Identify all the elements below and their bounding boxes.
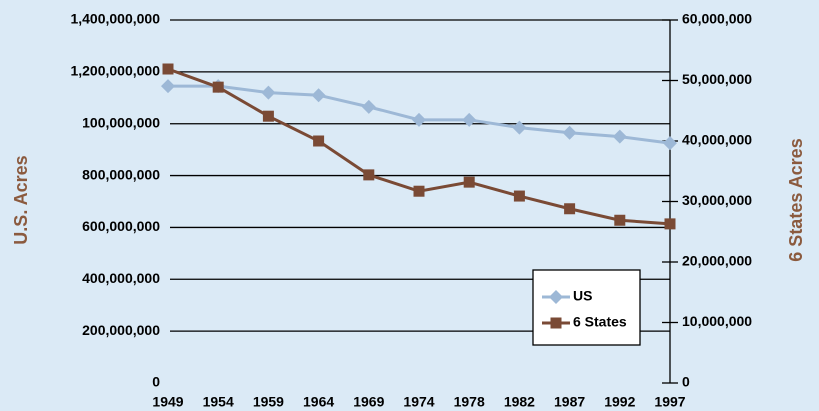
y2-tick-label: 30,000,000 [682,192,752,208]
y2-tick-label: 60,000,000 [682,11,752,27]
data-point [612,129,627,144]
data-point [562,125,577,140]
data-point [212,81,224,93]
data-point [413,185,425,197]
y-tick-label: 1,200,000,000 [70,63,160,79]
y2-tick-label: 50,000,000 [682,71,752,87]
x-tick-label: 1954 [203,394,234,410]
legend-label: 6 States [573,314,627,330]
legend-marker [550,317,562,329]
data-point [462,112,477,127]
y-tick-label: 400,000,000 [82,270,160,286]
data-point [363,169,375,181]
x-tick-label: 1949 [152,394,183,410]
y-tick-label: 800,000,000 [82,166,160,182]
y-axis-title: U.S. Acres [11,155,31,244]
y2-tick-label: 20,000,000 [682,253,752,269]
data-point [664,218,676,230]
data-point [311,88,326,103]
data-point [614,214,626,226]
data-point [412,112,426,127]
x-tick-label: 1974 [403,394,434,410]
x-tick-label: 1969 [353,394,384,410]
y-tick-label: 100,000,000 [82,114,160,130]
data-point [663,136,677,151]
x-tick-label: 1992 [604,394,635,410]
x-tick-label: 1959 [253,394,284,410]
legend-box [532,269,641,346]
x-tick-label: 1987 [554,394,585,410]
data-point [261,85,276,100]
data-point [313,135,325,147]
y2-tick-label: 40,000,000 [682,132,752,148]
x-tick-label: 1964 [303,394,334,410]
data-point [361,99,376,114]
y-tick-label: 0 [152,374,160,390]
data-point [161,79,175,94]
y2-axis-title: 6 States Acres [786,138,806,261]
data-point [162,63,174,75]
x-tick-label: 1978 [454,394,485,410]
legend-label: US [573,288,592,304]
x-tick-label: 1982 [504,394,535,410]
y-tick-label: 200,000,000 [82,322,160,338]
y2-tick-label: 10,000,000 [682,313,752,329]
y-tick-label: 1,400,000,000 [70,11,160,27]
data-point [512,120,527,135]
data-point [513,190,525,202]
data-point [262,110,274,122]
data-point [463,176,475,188]
y2-tick-label: 0 [682,374,690,390]
x-tick-label: 1997 [654,394,685,410]
y-tick-label: 600,000,000 [82,218,160,234]
data-point [564,203,576,215]
legend-marker [549,290,563,304]
